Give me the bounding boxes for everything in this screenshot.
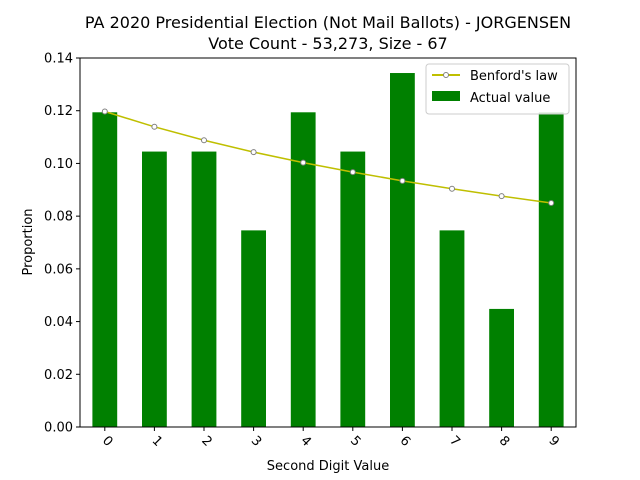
bar-digit-6 xyxy=(390,73,415,428)
benford-line-group xyxy=(101,108,555,206)
benford-point-2 xyxy=(201,137,207,144)
bar-digit-5 xyxy=(340,151,366,427)
bar-digit-4 xyxy=(290,112,316,427)
legend-benford-label: Benford's law xyxy=(470,69,558,84)
y-tick-label: 0.00 xyxy=(44,421,73,436)
x-tick-label: 2 xyxy=(198,433,214,449)
bar-digit-8 xyxy=(489,308,514,427)
y-axis-label: Proportion xyxy=(21,208,36,275)
benford-line xyxy=(104,110,552,204)
y-tick-label: 0.08 xyxy=(44,210,73,225)
x-axis: 0 1 2 3 4 5 6 7 8 9 xyxy=(99,427,562,450)
bar-digit-2 xyxy=(191,151,217,427)
legend-actual-bar-swatch xyxy=(432,91,460,101)
y-tick-label: 0.14 xyxy=(44,52,73,67)
x-tick-label: 5 xyxy=(347,433,363,449)
benford-point-8 xyxy=(498,193,505,200)
x-tick-label: 4 xyxy=(297,433,313,449)
bar-group xyxy=(92,73,564,428)
y-axis: 0.00 0.02 0.04 0.06 0.08 0.10 0.12 0.14 xyxy=(44,52,80,436)
legend-benford-marker xyxy=(443,72,449,78)
x-axis-label: Second Digit Value xyxy=(267,459,389,474)
x-tick-label: 9 xyxy=(545,433,561,449)
x-tick-label: 1 xyxy=(149,433,165,449)
chart-title-line1: PA 2020 Presidential Election (Not Mail … xyxy=(85,13,571,32)
x-tick-label: 8 xyxy=(496,433,512,449)
x-tick-label: 0 xyxy=(99,433,115,449)
bar-digit-1 xyxy=(142,151,167,427)
benford-point-3 xyxy=(250,149,257,156)
benford-point-5 xyxy=(349,169,356,176)
benford-point-4 xyxy=(300,159,307,166)
bar-digit-7 xyxy=(439,230,465,427)
benford-point-6 xyxy=(399,177,406,184)
y-tick-label: 0.06 xyxy=(44,262,73,277)
bar-digit-9 xyxy=(538,112,564,427)
x-tick-label: 6 xyxy=(397,433,413,449)
bar-digit-0 xyxy=(92,112,118,427)
y-tick-label: 0.02 xyxy=(44,368,73,383)
y-tick-label: 0.12 xyxy=(44,104,73,119)
y-tick-label: 0.10 xyxy=(44,157,73,172)
legend-box xyxy=(425,63,570,115)
chart-title-line2: Vote Count - 53,273, Size - 67 xyxy=(208,34,447,53)
benford-point-9 xyxy=(548,199,555,206)
bar-digit-3 xyxy=(241,230,266,427)
benford-point-7 xyxy=(449,185,455,192)
plot-frame xyxy=(79,57,577,428)
y-tick-label: 0.04 xyxy=(44,315,73,330)
x-tick-label: 3 xyxy=(248,433,264,449)
x-tick-label: 7 xyxy=(446,433,462,449)
legend-actual-label: Actual value xyxy=(470,91,550,106)
benford-point-0 xyxy=(101,108,108,115)
benford-point-1 xyxy=(151,123,158,130)
legend: Benford's law Actual value xyxy=(425,63,570,115)
